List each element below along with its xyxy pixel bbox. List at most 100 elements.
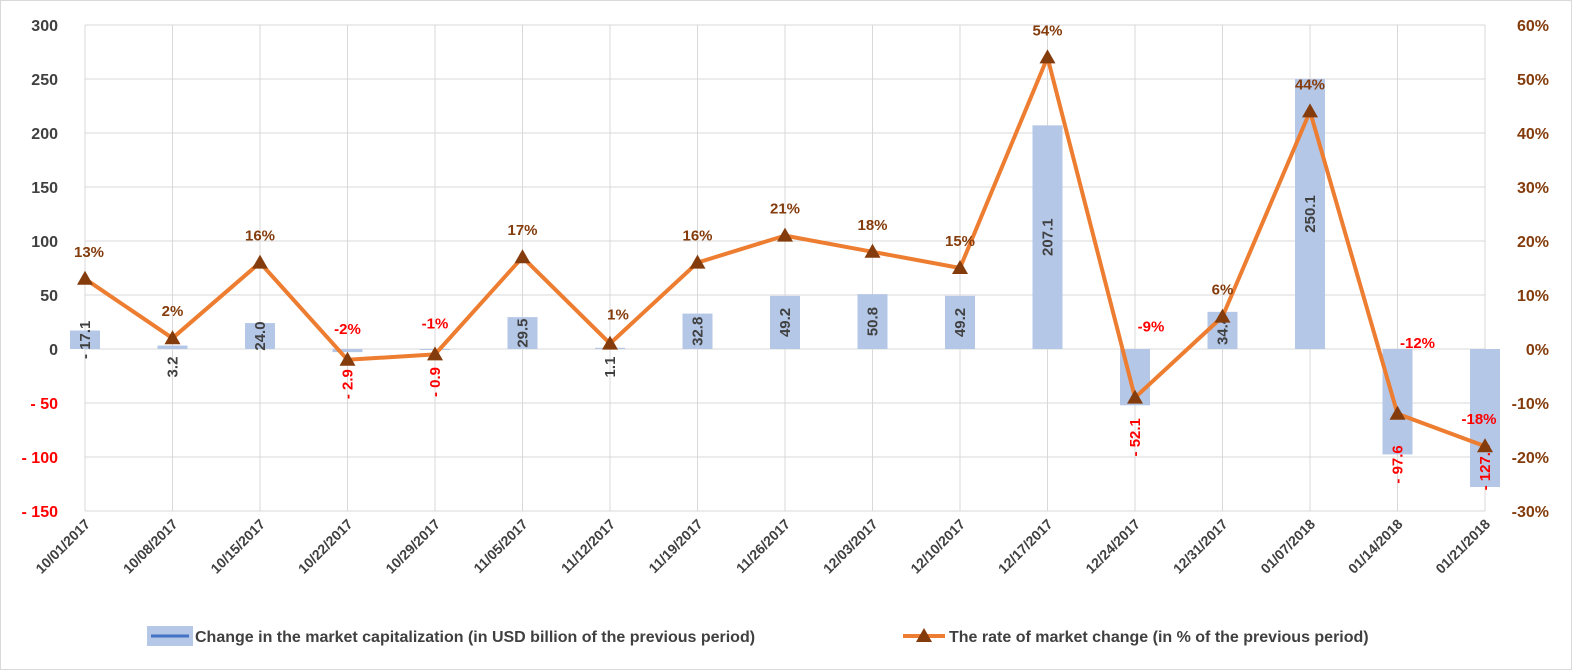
line-marker xyxy=(164,330,181,345)
y-right-tick-label: -20% xyxy=(1512,450,1549,467)
bar xyxy=(157,345,188,349)
line-data-label: 54% xyxy=(1032,22,1062,39)
bar xyxy=(857,294,888,349)
bar xyxy=(507,317,538,349)
x-tick-label: 11/05/2017 xyxy=(470,516,530,576)
line-data-label: 2% xyxy=(162,303,184,320)
line-marker xyxy=(427,346,443,361)
bar-data-label: - 0.9 xyxy=(427,367,444,397)
bar-data-label: - 97.6 xyxy=(1390,445,1407,483)
y-right-tick-label: 20% xyxy=(1517,234,1549,251)
x-tick-label: 12/24/2017 xyxy=(1082,516,1143,577)
y-left-tick-label: 0 xyxy=(49,342,58,359)
bar xyxy=(70,330,100,349)
x-tick-label: 01/21/2018 xyxy=(1432,516,1493,577)
line-data-label: 1% xyxy=(607,307,629,324)
line-data-label: -1% xyxy=(422,315,449,332)
x-tick-label: 10/29/2017 xyxy=(382,516,443,577)
line-marker xyxy=(339,351,356,366)
y-right-tick-label: 50% xyxy=(1517,72,1549,89)
line-data-label: 17% xyxy=(507,222,537,239)
x-tick-label: 12/03/2017 xyxy=(820,516,881,577)
bar-data-label: 49.2 xyxy=(952,308,969,337)
line-marker xyxy=(514,249,531,264)
bar xyxy=(770,295,800,349)
line-data-label: -12% xyxy=(1400,335,1435,352)
line-data-label: 15% xyxy=(945,233,975,250)
y-left-tick-label: 300 xyxy=(31,18,58,35)
bar-data-label: - 2.9 xyxy=(340,369,357,399)
y-left-tick-label: 200 xyxy=(31,126,58,143)
bar xyxy=(682,313,713,349)
line-marker xyxy=(1477,438,1493,453)
line-marker xyxy=(77,270,93,285)
y-left-tick-label: 50 xyxy=(40,288,58,305)
x-tick-label: 01/07/2018 xyxy=(1257,516,1318,577)
bar-data-label: 24.0 xyxy=(252,321,269,350)
line-marker xyxy=(1389,405,1406,420)
line-data-label: 21% xyxy=(770,201,800,218)
x-tick-label: 11/26/2017 xyxy=(733,516,793,576)
x-tick-label: 01/14/2018 xyxy=(1345,516,1406,577)
line-data-label: -2% xyxy=(334,321,361,338)
bar xyxy=(1470,349,1500,488)
y-right-tick-label: 60% xyxy=(1517,18,1549,35)
x-tick-label: 10/15/2017 xyxy=(207,516,268,577)
line-data-label: 18% xyxy=(857,217,887,234)
line-marker xyxy=(777,227,793,242)
line-data-label: 6% xyxy=(1212,282,1234,299)
y-left-tick-label: - 100 xyxy=(22,450,59,467)
line-marker xyxy=(1127,389,1143,404)
bar xyxy=(1382,349,1413,455)
bar-data-label: 32.8 xyxy=(690,317,707,346)
bar xyxy=(245,323,275,349)
x-tick-label: 11/19/2017 xyxy=(645,516,705,576)
bar xyxy=(1032,125,1063,349)
legend-marker-triangle xyxy=(916,628,932,642)
bar-data-label: 250.1 xyxy=(1302,195,1319,233)
line-data-label: 13% xyxy=(74,244,104,261)
y-right-tick-label: 10% xyxy=(1517,288,1549,305)
y-left-tick-label: - 50 xyxy=(30,396,58,413)
bar-data-label: 3.2 xyxy=(165,357,182,378)
bar-data-label: 29.5 xyxy=(515,318,532,347)
line-marker xyxy=(1302,103,1318,118)
x-tick-label: 10/08/2017 xyxy=(120,516,181,577)
line-data-label: 16% xyxy=(245,228,275,245)
legend-label-line: The rate of market change (in % of the p… xyxy=(949,629,1369,646)
bar-data-label: - 127.8 xyxy=(1477,444,1494,491)
y-left-tick-label: 250 xyxy=(31,72,58,89)
x-tick-label: 12/10/2017 xyxy=(907,516,968,577)
bar xyxy=(945,295,975,349)
x-tick-label: 11/12/2017 xyxy=(558,516,618,576)
bar-data-label: 1.1 xyxy=(602,357,619,378)
bar xyxy=(1295,78,1325,349)
y-left-tick-label: 150 xyxy=(31,180,58,197)
bar-data-label: 207.1 xyxy=(1040,218,1057,256)
y-right-tick-label: -30% xyxy=(1512,504,1549,521)
bar xyxy=(332,349,363,353)
line-marker xyxy=(602,335,618,350)
line-data-label: -18% xyxy=(1461,411,1496,428)
line-marker xyxy=(1039,49,1056,64)
legend-label-bars: Change in the market capitalization (in … xyxy=(195,629,755,646)
y-right-tick-label: 30% xyxy=(1517,180,1549,197)
bar-data-label: 49.2 xyxy=(777,308,794,337)
y-right-tick-label: 40% xyxy=(1517,126,1549,143)
y-right-tick-label: -10% xyxy=(1512,396,1549,413)
line-marker xyxy=(689,254,706,269)
line-data-label: -9% xyxy=(1138,319,1165,336)
x-tick-label: 10/01/2017 xyxy=(32,516,93,577)
line-data-label: 44% xyxy=(1295,76,1325,93)
line-marker xyxy=(252,254,268,269)
y-right-tick-label: 0% xyxy=(1526,342,1549,359)
line-data-label: 16% xyxy=(682,228,712,245)
bar-data-label: 50.8 xyxy=(865,307,882,336)
line-marker xyxy=(864,243,881,258)
line-marker xyxy=(1214,308,1231,323)
line-marker xyxy=(952,260,968,274)
x-tick-label: 12/17/2017 xyxy=(995,516,1056,577)
bar-data-label: - 17.1 xyxy=(77,321,94,359)
